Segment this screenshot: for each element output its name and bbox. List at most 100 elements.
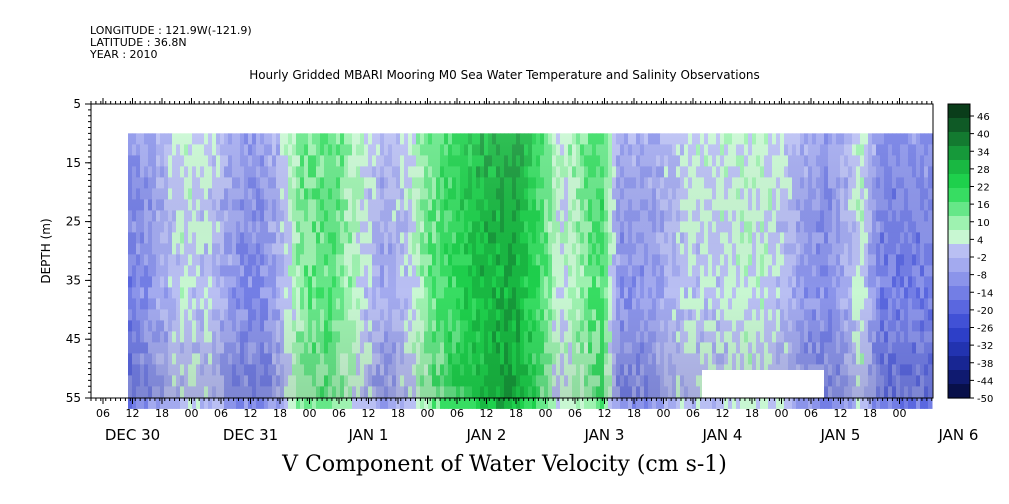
heatmap-cell xyxy=(916,397,921,409)
year-label: YEAR : 2010 xyxy=(90,48,158,61)
heatmap-cell xyxy=(716,397,721,409)
heatmap-cell xyxy=(612,397,617,409)
heatmap-cell xyxy=(312,397,317,409)
heatmap-cell xyxy=(592,397,597,409)
heatmap-cell xyxy=(136,397,141,409)
heatmap-cell xyxy=(444,397,449,409)
heatmap-cell xyxy=(504,397,509,409)
heatmap-cell xyxy=(440,397,445,409)
heatmap-cell xyxy=(492,397,497,409)
heatmap-cell xyxy=(752,397,757,409)
heatmap-cell xyxy=(416,397,421,409)
heatmap-cell xyxy=(608,397,613,409)
heatmap-cell xyxy=(736,397,741,409)
heatmap-cell xyxy=(448,397,453,409)
heatmap-cell xyxy=(600,397,605,409)
heatmap-cell xyxy=(280,397,285,409)
heatmap-cell xyxy=(348,397,353,409)
heatmap-cell xyxy=(620,397,625,409)
heatmap-cell xyxy=(132,397,137,409)
heatmap-cell xyxy=(516,397,521,409)
heatmap-cell xyxy=(760,397,765,409)
heatmap-cell xyxy=(380,397,385,409)
heatmap-cell xyxy=(768,397,773,409)
heatmap-cell xyxy=(216,397,221,409)
heatmap-cell xyxy=(724,397,729,409)
heatmap-cell xyxy=(660,397,665,409)
heatmap-cell xyxy=(148,397,153,409)
heatmap-cell xyxy=(540,397,545,409)
heatmap-cell xyxy=(836,397,841,409)
heatmap-cell xyxy=(524,397,529,409)
heatmap-cell xyxy=(276,397,281,409)
heatmap-cell xyxy=(896,397,901,409)
heatmap-cell xyxy=(652,397,657,409)
heatmap-cell xyxy=(336,397,341,409)
heatmap-cell xyxy=(912,397,917,409)
heatmap-cell xyxy=(788,397,793,409)
chart-title: Hourly Gridded MBARI Mooring M0 Sea Wate… xyxy=(249,68,760,82)
heatmap-cell xyxy=(852,397,857,409)
heatmap-cell xyxy=(420,397,425,409)
heatmap-cell xyxy=(408,397,413,409)
heatmap-cell xyxy=(596,397,601,409)
heatmap-cell xyxy=(352,397,357,409)
heatmap-cell xyxy=(168,397,173,409)
heatmap-cell xyxy=(832,397,837,409)
heatmap-cell xyxy=(644,397,649,409)
heatmap-cell xyxy=(556,397,561,409)
heatmap-cell xyxy=(328,397,333,409)
heatmap-cell xyxy=(728,397,733,409)
heatmap-cell xyxy=(372,397,377,409)
heatmap-cell xyxy=(920,397,925,409)
heatmap-cell xyxy=(816,397,821,409)
heatmap-cell xyxy=(500,397,505,409)
heatmap-cell xyxy=(152,397,157,409)
heatmap-cell xyxy=(252,397,257,409)
heatmap-cell xyxy=(144,397,149,409)
heatmap-cell xyxy=(564,397,569,409)
heatmap-cell xyxy=(344,397,349,409)
heatmap-cell xyxy=(616,397,621,409)
heatmap-cell xyxy=(628,397,633,409)
heatmap-cell xyxy=(156,397,161,409)
heatmap-cell xyxy=(140,397,145,409)
heatmap-cell xyxy=(308,397,313,409)
heatmap-cell xyxy=(508,397,513,409)
heatmap-cell xyxy=(684,397,689,409)
heatmap-cell xyxy=(552,397,557,409)
heatmap-cell xyxy=(884,397,889,409)
heatmap-cell xyxy=(604,397,609,409)
heatmap-cell xyxy=(456,397,461,409)
heatmap-cell xyxy=(840,397,845,409)
heatmap-cell xyxy=(300,397,305,409)
heatmap-cell xyxy=(412,397,417,409)
heatmap-cell xyxy=(464,397,469,409)
heatmap-cell xyxy=(488,397,493,409)
heatmap-cell xyxy=(892,397,897,409)
heatmap-cell xyxy=(292,397,297,409)
heatmap-cell xyxy=(364,397,369,409)
heatmap-cell xyxy=(468,397,473,409)
heatmap-cell xyxy=(664,397,669,409)
heatmap-cell xyxy=(804,397,809,409)
heatmap-cell xyxy=(748,397,753,409)
heatmap-cell xyxy=(340,397,345,409)
heatmap-cell xyxy=(700,397,705,409)
heatmap-cell xyxy=(740,397,745,409)
heatmap-cell xyxy=(572,397,577,409)
heatmap-cell xyxy=(496,397,501,409)
heatmap-cell xyxy=(376,397,381,409)
heatmap-cell xyxy=(272,397,277,409)
heatmap-cell xyxy=(384,397,389,409)
heatmap-cell xyxy=(436,397,441,409)
heatmap-cell xyxy=(712,397,717,409)
heatmap-cell xyxy=(528,397,533,409)
heatmap-cell xyxy=(880,397,885,409)
heatmap-cell xyxy=(360,397,365,409)
heatmap-cell xyxy=(204,397,209,409)
heatmap-cell xyxy=(568,397,573,409)
heatmap-cell xyxy=(212,397,217,409)
heatmap-cell xyxy=(284,397,289,409)
heatmap-cell xyxy=(764,397,769,409)
